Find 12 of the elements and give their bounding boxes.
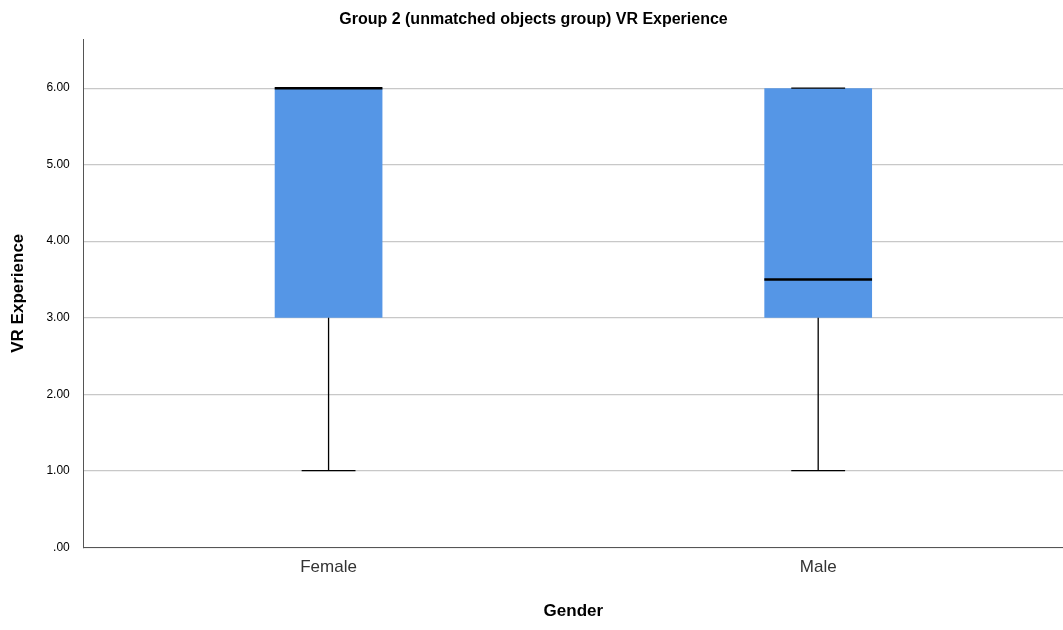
chart-title: Group 2 (unmatched objects group) VR Experience (339, 10, 728, 28)
x-tick-label: Male (799, 557, 837, 577)
y-tick-label: 2.00 (46, 386, 71, 401)
y-tick-label: 4.00 (46, 233, 71, 248)
y-tick-label: 5.00 (46, 156, 71, 171)
y-tick-label: 1.00 (46, 463, 71, 478)
x-axis-title: Gender (543, 601, 604, 621)
y-axis-title: VR Experience (7, 233, 27, 353)
y-tick-label: 6.00 (46, 80, 71, 95)
y-tick-label: 3.00 (46, 309, 71, 324)
x-tick-label: Female (300, 557, 357, 577)
y-tick-label: .00 (53, 539, 71, 554)
